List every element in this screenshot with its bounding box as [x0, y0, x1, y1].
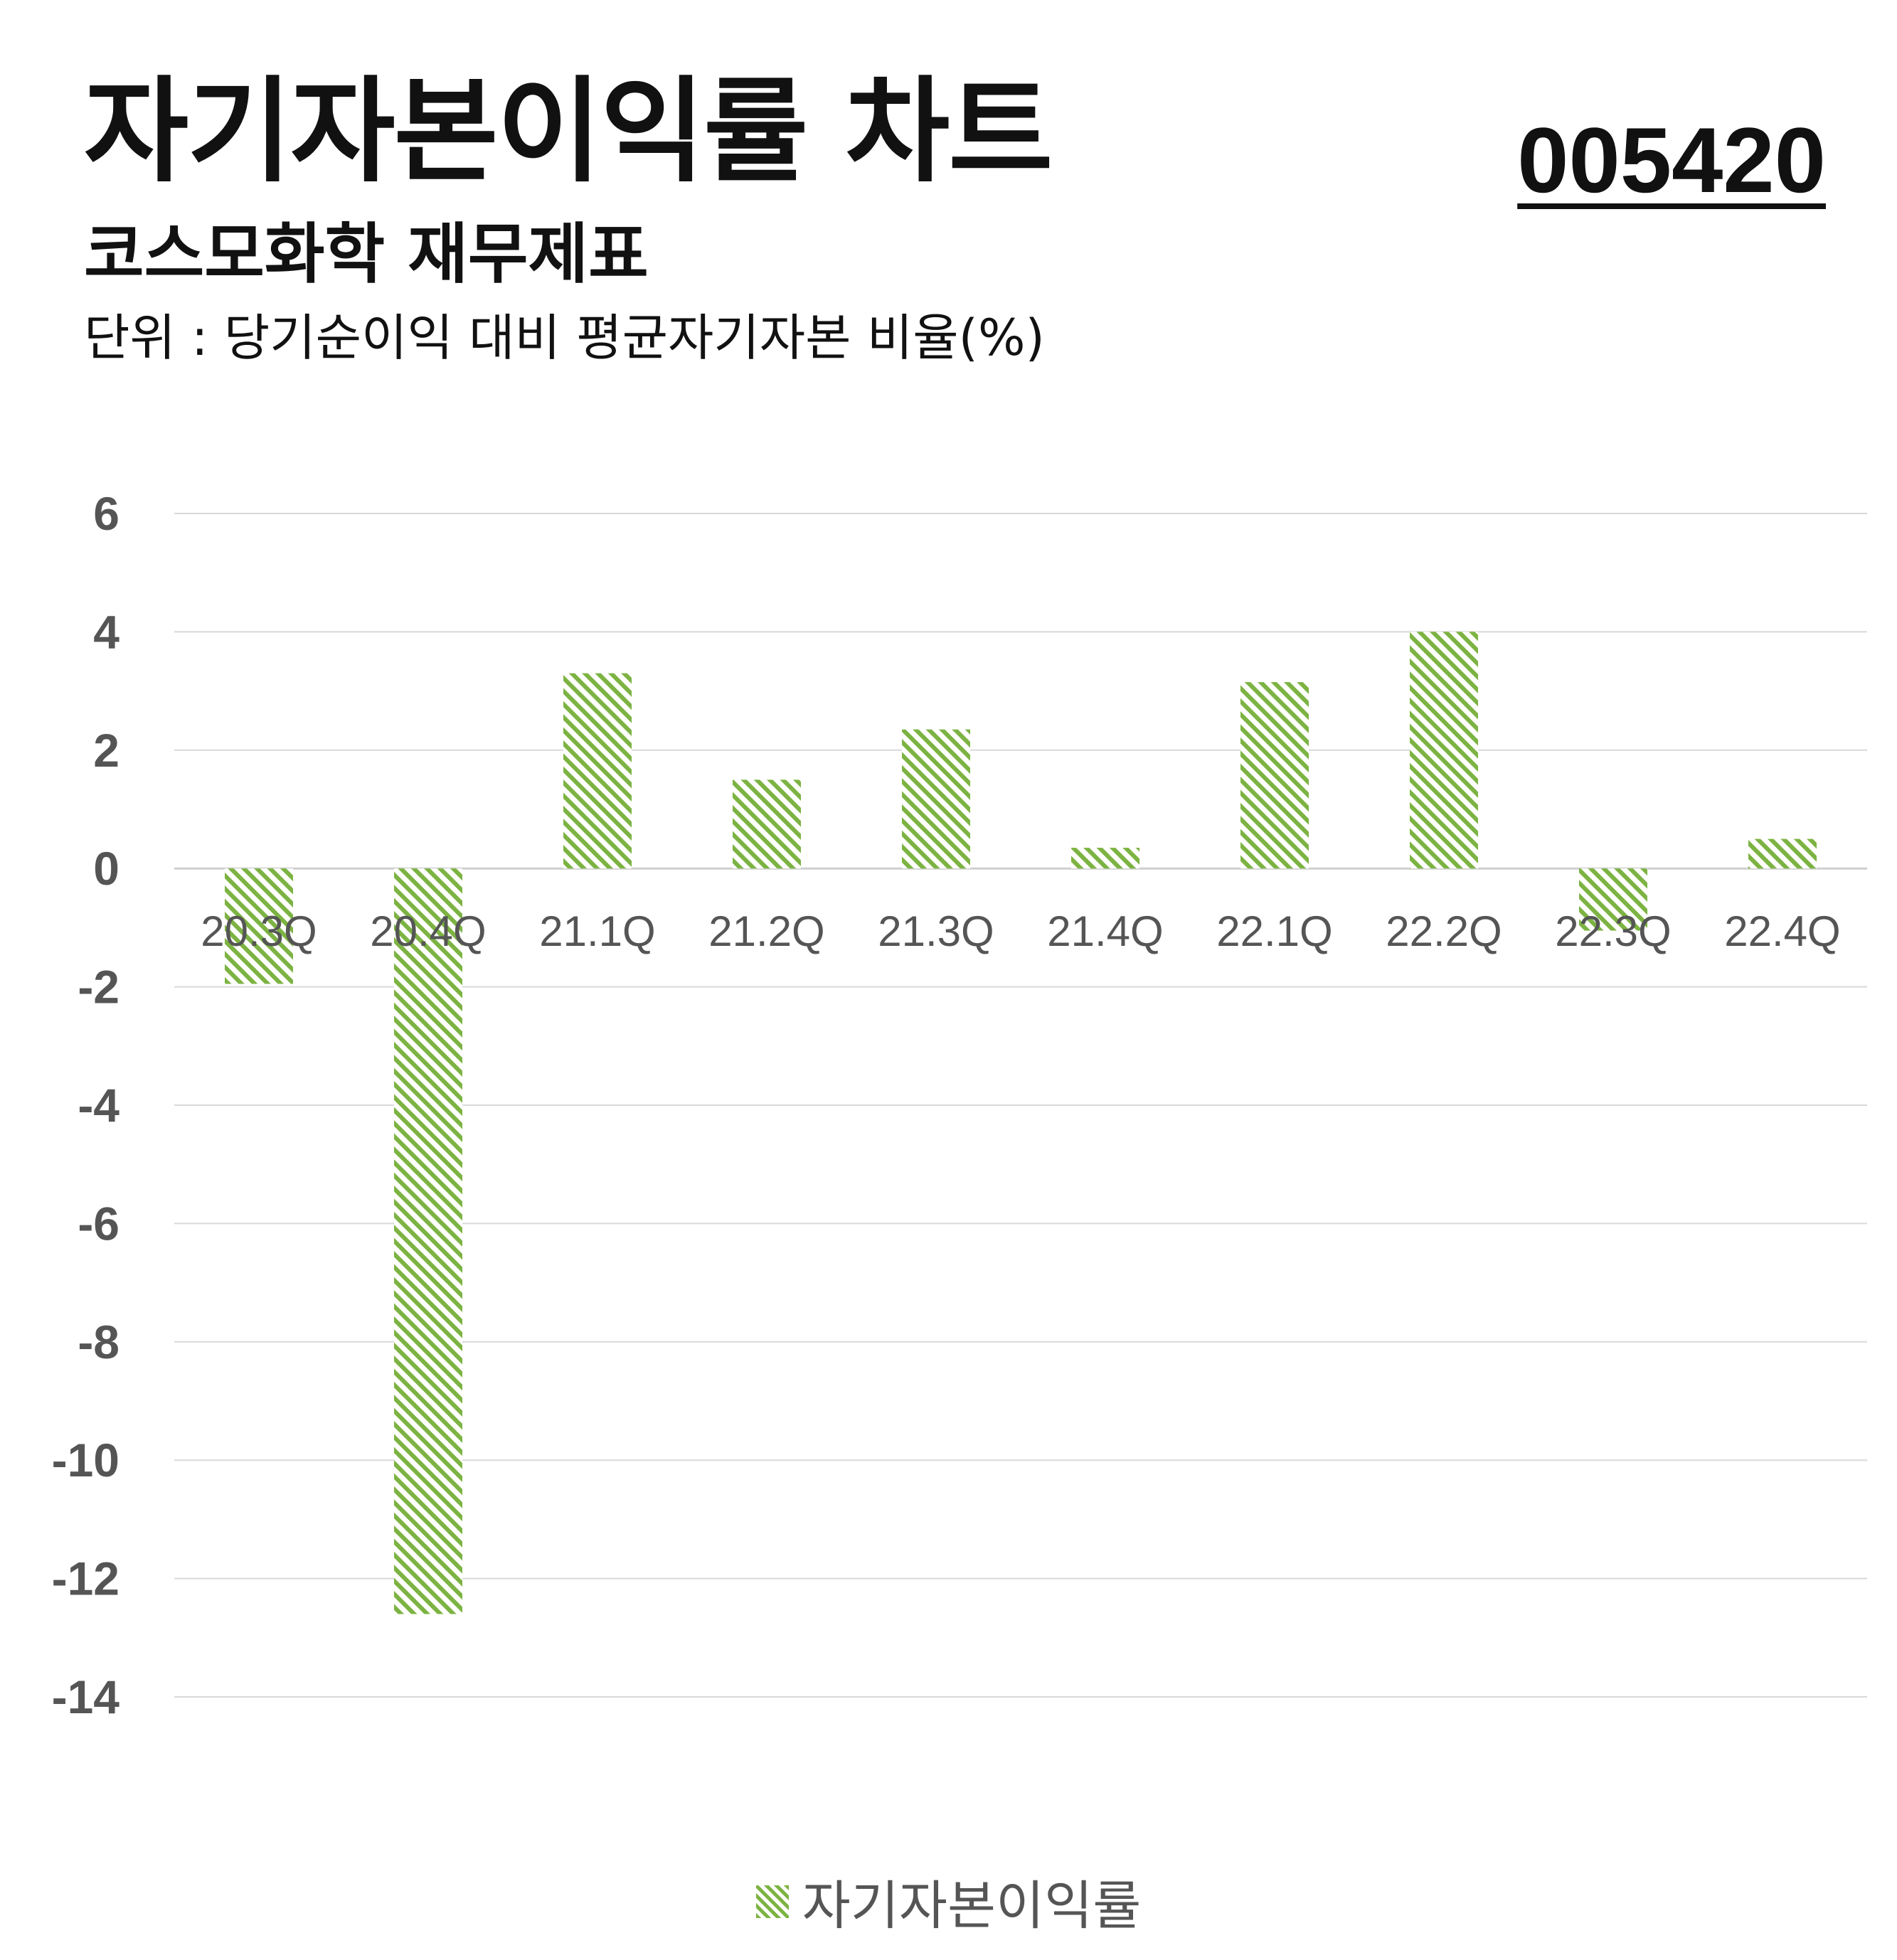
- bar-21.1Q: [563, 673, 632, 869]
- bar-22.1Q: [1240, 682, 1309, 869]
- stock-code: 005420: [1517, 108, 1826, 212]
- y-tick-label: -12: [52, 1552, 119, 1605]
- y-axis-ticks: 6 4 2 0 -2 -4 -6 -8 -10 -12 -14: [52, 487, 120, 1723]
- y-tick-label: -4: [78, 1079, 119, 1131]
- bar-21.4Q: [1071, 848, 1139, 869]
- bars: [225, 632, 1817, 1614]
- y-tick-label: -14: [52, 1671, 120, 1723]
- y-tick-label: -8: [78, 1316, 119, 1368]
- x-axis-ticks: 20.3Q 20.4Q 21.1Q 21.2Q 21.3Q 21.4Q 22.1Q 22.2Q…: [201, 907, 1840, 955]
- y-tick-label: 2: [93, 724, 119, 777]
- bar-21.2Q: [733, 779, 801, 869]
- y-tick-label: 6: [93, 487, 119, 540]
- bar-20.3Q: [225, 868, 293, 984]
- y-tick-label: -10: [52, 1434, 119, 1486]
- y-tick-label: -2: [78, 961, 119, 1013]
- bar-chart: 6 4 2 0 -2 -4 -6 -8 -10 -12 -14 20.3Q 20.4Q 21.1Q 21.…: [52, 487, 1867, 1723]
- x-tick-label: 21.2Q: [708, 907, 824, 955]
- y-tick-label: 4: [93, 605, 119, 658]
- chart-header: 자기자본이익률 차트 005420 코스모화학 재무제표 단위 : 당기순이익 …: [0, 0, 1897, 398]
- y-tick-label: 0: [93, 842, 119, 895]
- legend-label: 자기자본이익률: [802, 1875, 1142, 1937]
- x-tick-label: 21.1Q: [539, 907, 655, 955]
- x-tick-label: 21.3Q: [878, 907, 994, 955]
- legend-swatch: [755, 1885, 789, 1918]
- bar-22.3Q: [1579, 868, 1647, 931]
- x-tick-label: 20.4Q: [370, 907, 486, 955]
- chart-title: 자기자본이익률 차트: [84, 65, 1053, 198]
- x-tick-label: 22.4Q: [1724, 907, 1840, 955]
- bar-21.3Q: [902, 729, 970, 869]
- y-tick-label: -6: [78, 1197, 119, 1250]
- legend: 자기자본이익률: [0, 1863, 1897, 1939]
- x-tick-label: 22.2Q: [1386, 907, 1502, 955]
- chart-subtitle: 코스모화학 재무제표: [84, 216, 649, 292]
- x-tick-label: 21.4Q: [1047, 907, 1163, 955]
- bar-22.2Q: [1410, 632, 1478, 869]
- bar-20.4Q: [394, 868, 462, 1614]
- unit-note: 단위 : 당기순이익 대비 평균자기자본 비율(%): [84, 309, 1045, 367]
- x-tick-label: 22.3Q: [1555, 907, 1671, 955]
- bar-22.4Q: [1748, 838, 1817, 869]
- x-tick-label: 22.1Q: [1216, 907, 1332, 955]
- x-tick-label: 20.3Q: [201, 907, 317, 955]
